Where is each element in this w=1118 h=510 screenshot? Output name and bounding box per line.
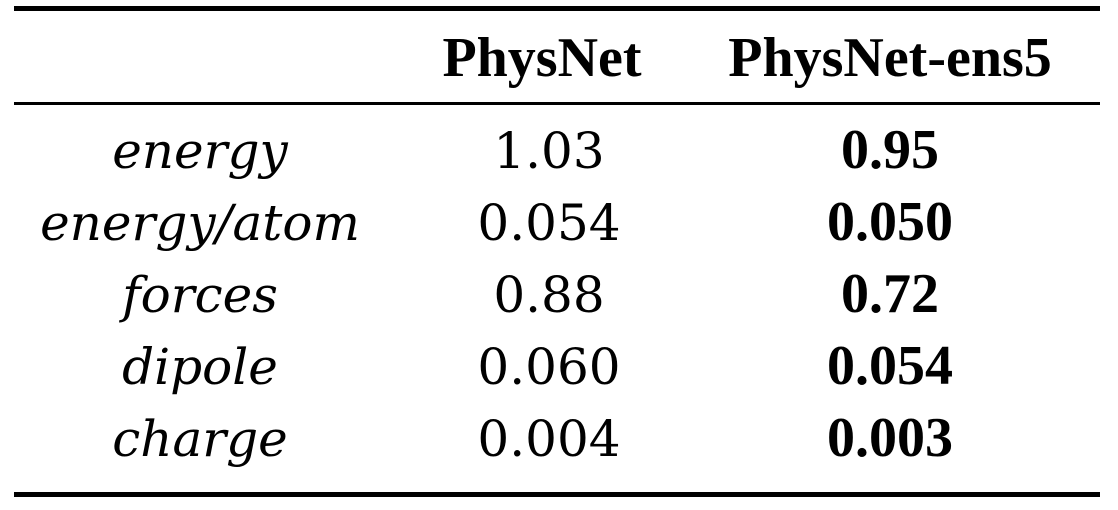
value-ens5-dipole: 0.054 bbox=[827, 335, 953, 397]
header-rule bbox=[14, 102, 1100, 105]
table-row: forces 0.88 0.72 bbox=[14, 262, 1100, 334]
table-row: energy/atom 0.054 0.050 bbox=[14, 190, 1100, 262]
row-label-charge: charge bbox=[112, 410, 288, 468]
table-row: dipole 0.060 0.054 bbox=[14, 334, 1100, 406]
value-physnet-energy: 1.03 bbox=[493, 122, 605, 180]
value-physnet-forces: 0.88 bbox=[493, 266, 605, 324]
value-ens5-charge: 0.003 bbox=[827, 407, 953, 469]
top-rule bbox=[14, 6, 1100, 11]
value-ens5-energy-atom: 0.050 bbox=[827, 191, 953, 253]
results-table: PhysNet PhysNet-ens5 energy 1.03 0.95 en… bbox=[14, 0, 1100, 510]
header-physnet-ens5: PhysNet-ens5 bbox=[728, 27, 1052, 89]
row-label-dipole: dipole bbox=[122, 338, 278, 396]
row-label-forces: forces bbox=[122, 266, 278, 324]
table-row: energy 1.03 0.95 bbox=[14, 118, 1100, 190]
bottom-rule bbox=[14, 492, 1100, 497]
row-label-energy: energy bbox=[112, 122, 288, 180]
header-physnet: PhysNet bbox=[442, 27, 642, 89]
value-ens5-energy: 0.95 bbox=[841, 119, 939, 181]
table-row: charge 0.004 0.003 bbox=[14, 406, 1100, 478]
value-physnet-charge: 0.004 bbox=[477, 410, 621, 468]
value-ens5-forces: 0.72 bbox=[841, 263, 939, 325]
row-label-energy-atom: energy/atom bbox=[40, 194, 360, 252]
value-physnet-energy-atom: 0.054 bbox=[477, 194, 621, 252]
value-physnet-dipole: 0.060 bbox=[477, 338, 621, 396]
